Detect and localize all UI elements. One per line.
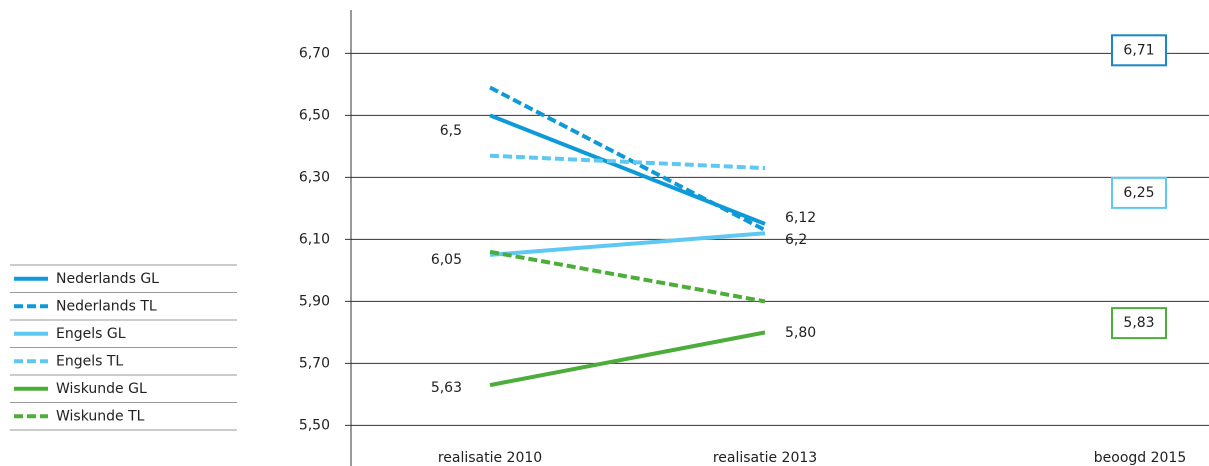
- series-line: [489, 231, 766, 257]
- y-tick-label: 6,30: [299, 169, 330, 185]
- y-tick-label: 6,10: [299, 231, 330, 247]
- legend-label: Nederlands GL: [56, 271, 159, 287]
- annotation: 6,5: [440, 123, 462, 139]
- x-tick-label: realisatie 2010: [438, 450, 542, 466]
- y-tick-label: 6,70: [299, 45, 330, 61]
- series-line: [489, 330, 766, 388]
- legend-label: Engels TL: [56, 353, 123, 369]
- y-tick-label: 5,90: [299, 293, 330, 309]
- annotation: 6,12: [785, 210, 816, 226]
- legend-label: Nederlands TL: [56, 298, 157, 314]
- y-tick-label: 5,70: [299, 355, 330, 371]
- series-line: [489, 153, 766, 171]
- annotation: 5,80: [785, 325, 816, 341]
- y-tick-label: 6,50: [299, 107, 330, 123]
- annotation: 5,63: [431, 380, 462, 396]
- legend-label: Engels GL: [56, 326, 126, 342]
- target-label: 6,25: [1123, 185, 1154, 201]
- x-tick-label: realisatie 2013: [713, 450, 817, 466]
- annotation: 6,2: [785, 232, 807, 248]
- y-tick-label: 5,50: [299, 417, 330, 433]
- annotation: 6,05: [431, 252, 462, 268]
- target-label: 6,71: [1123, 42, 1154, 58]
- series-line: [489, 113, 766, 226]
- series-line: [489, 249, 766, 304]
- target-box: [1111, 307, 1167, 340]
- target-label: 5,83: [1123, 315, 1154, 331]
- target-box: [1111, 176, 1167, 209]
- legend-label: Wiskunde TL: [56, 408, 145, 424]
- legend-label: Wiskunde GL: [56, 381, 147, 397]
- target-box: [1111, 34, 1167, 67]
- x-tick-label: beoogd 2015: [1094, 450, 1186, 466]
